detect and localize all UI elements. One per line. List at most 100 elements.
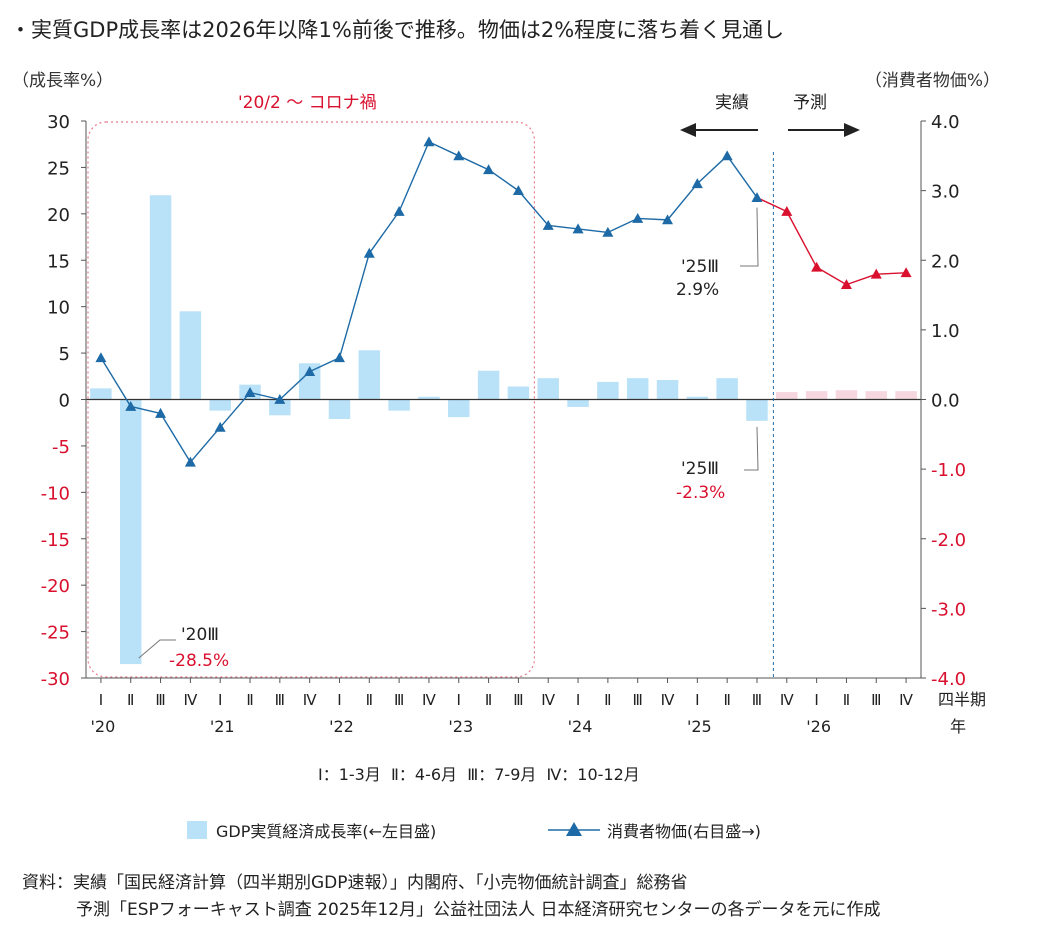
cpi-point: [363, 247, 375, 258]
quarter-tick-label: Ⅲ: [155, 691, 165, 709]
cpi-line-segment: [548, 224, 579, 230]
cpi-point: [95, 352, 107, 363]
cpi-line-segment: [338, 253, 370, 358]
source-note: 資料：実績「国民経済計算（四半期別GDP速報）」内閣府、「小売物価統計調査」総務…: [22, 870, 881, 924]
cpi-point: [691, 178, 703, 189]
right-tick-label: -3.0: [931, 599, 966, 620]
actual-arrow-head: [680, 123, 696, 137]
gdp-bar: [895, 391, 917, 400]
cpi-point: [453, 150, 465, 161]
right-tick-label: 4.0: [931, 112, 960, 133]
annotation-cpi-2025q3: '25Ⅲ 2.9%: [676, 207, 759, 300]
cpi-line-segment: [130, 405, 161, 415]
right-tick-label: 0.0: [931, 391, 960, 412]
cpi-point: [155, 407, 167, 418]
covid-period-box: [87, 121, 536, 678]
cpi-point: [393, 206, 405, 216]
right-tick-label: 1.0: [931, 321, 960, 342]
quarter-tick-label: Ⅱ: [723, 691, 730, 709]
x-axis-label-year: 年: [950, 717, 966, 736]
cpi-point: [512, 185, 524, 196]
cpi-line-segment: [219, 392, 251, 428]
cpi-point: [811, 261, 823, 272]
gdp-bar: [597, 381, 619, 400]
quarter-tick-label: Ⅳ: [303, 691, 317, 709]
cpi-line-segment: [846, 273, 877, 286]
left-tick-label: -20: [41, 576, 70, 597]
cpi-line-segment: [786, 211, 818, 268]
year-tick-label: '23: [448, 717, 473, 736]
year-tick-label: '22: [329, 717, 354, 736]
quarter-tick-label: Ⅲ: [275, 691, 285, 709]
quarter-tick-label: Ⅲ: [513, 691, 523, 709]
quarter-tick-label: Ⅳ: [541, 691, 555, 709]
annotation-2020q3: '20Ⅲ -28.5%: [138, 625, 229, 671]
gdp-bar: [418, 396, 440, 400]
cpi-point: [483, 164, 495, 175]
gdp-bar: [269, 399, 291, 416]
quarter-tick-label: Ⅳ: [422, 691, 436, 709]
annotation-cpi-2025q3-label: '25Ⅲ: [681, 257, 719, 277]
cpi-point: [333, 352, 345, 363]
x-axis-ticks: Ⅰ Ⅱ Ⅲ Ⅳ Ⅰ Ⅱ Ⅲ Ⅳ Ⅰ Ⅱ Ⅲ Ⅳ Ⅰ Ⅱ Ⅲ Ⅳ Ⅰ Ⅱ Ⅲ Ⅳ Ⅰ Ⅱ Ⅲ Ⅳ Ⅰ Ⅱ Ⅲ Ⅳ'20'21'22'23…: [91, 678, 913, 736]
cpi-point: [423, 136, 435, 147]
quarter-tick-label: Ⅳ: [661, 691, 675, 709]
quarter-tick-label: Ⅱ: [604, 691, 611, 709]
quarter-tick-label: Ⅰ: [576, 691, 580, 709]
quarter-tick-label: Ⅱ: [843, 691, 850, 709]
cpi-point: [662, 214, 674, 225]
gdp-bar: [209, 399, 231, 411]
quarter-tick-label: Ⅲ: [871, 691, 881, 709]
annotation-gdp-2025q3-value: -2.3%: [676, 483, 725, 503]
cpi-line-segment: [189, 426, 221, 463]
quarter-tick-label: Ⅰ: [99, 691, 103, 709]
cpi-line-segment: [368, 211, 400, 254]
left-axis-label: （成長率%）: [12, 71, 113, 91]
headline: ・実質GDP成長率は2026年以降1%前後で推移。物価は2%程度に落ち着く見通し: [10, 18, 785, 42]
left-tick-label: -5: [52, 437, 70, 458]
quarter-tick-label: Ⅰ: [814, 691, 818, 709]
forecast-arrow-head: [844, 123, 860, 137]
quarter-legend: Ⅰ：1-3月 Ⅱ：4-6月 Ⅲ：7-9月 Ⅳ：10-12月: [318, 765, 640, 784]
left-tick-label: -25: [41, 623, 70, 644]
quarter-tick-label: Ⅱ: [246, 691, 253, 709]
left-tick-label: 30: [47, 112, 70, 133]
cpi-line-segment: [756, 196, 788, 213]
cpi-line-segment: [607, 217, 638, 234]
source-line-2: 予測「ESPフォーキャスト調査 2025年12月」公益社団法人 日本経済研究セン…: [76, 900, 881, 920]
cpi-point: [781, 206, 793, 216]
gdp-bar: [388, 399, 410, 411]
gdp-bar: [328, 399, 351, 419]
right-tick-label: -1.0: [931, 460, 966, 481]
cpi-point: [125, 400, 137, 411]
gdp-bar: [626, 378, 649, 400]
gdp-bar: [119, 399, 142, 665]
cpi-point: [900, 267, 912, 278]
quarter-tick-label: Ⅰ: [695, 691, 699, 709]
left-tick-label: 10: [47, 298, 70, 319]
gdp-bar: [716, 378, 738, 400]
quarter-tick-label: Ⅱ: [485, 691, 492, 709]
cpi-point: [840, 279, 852, 290]
right-tick-label: 3.0: [931, 182, 960, 203]
gdp-bar: [537, 378, 559, 400]
cpi-line-segment: [279, 371, 311, 401]
annotation-gdp-2025q3: '25Ⅲ -2.3%: [676, 426, 759, 503]
year-tick-label: '21: [210, 717, 235, 736]
right-tick-label: -2.0: [931, 530, 966, 551]
quarter-tick-label: Ⅲ: [752, 691, 762, 709]
quarter-tick-label: Ⅳ: [780, 691, 794, 709]
gdp-bar: [90, 388, 112, 400]
quarter-tick-label: Ⅰ: [457, 691, 461, 709]
cpi-point: [214, 421, 226, 432]
quarter-tick-label: Ⅳ: [183, 691, 197, 709]
cpi-line-segment: [816, 266, 847, 286]
cpi-line-segment: [100, 357, 132, 407]
cpi-point: [602, 226, 614, 237]
cpi-line-segment: [159, 413, 191, 463]
year-tick-label: '25: [687, 717, 712, 736]
quarter-tick-label: Ⅲ: [394, 691, 404, 709]
annotation-gdp-2025q3-label: '25Ⅲ: [681, 459, 719, 479]
cpi-point: [870, 268, 882, 279]
